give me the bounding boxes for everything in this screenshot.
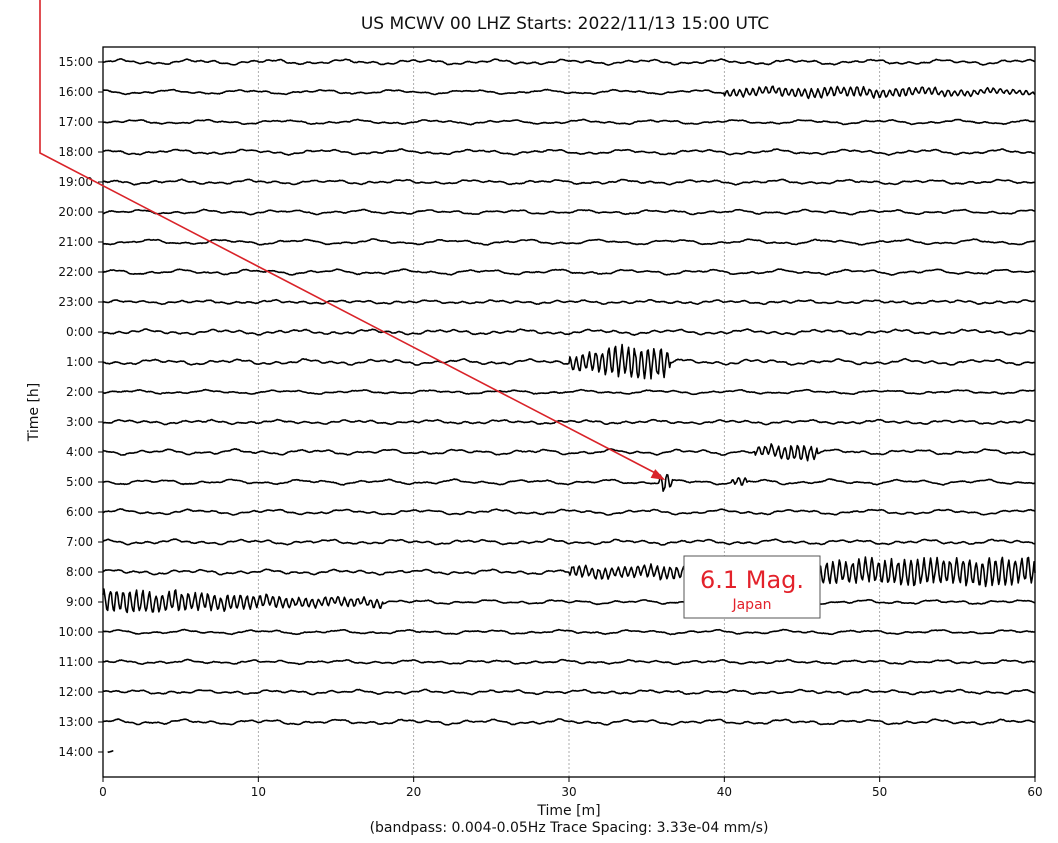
seismic-trace (103, 718, 1035, 726)
seismic-trace (103, 418, 1036, 426)
x-tick-label: 0 (99, 785, 107, 799)
hour-label: 4:00 (66, 445, 93, 459)
seismic-trace (102, 473, 1036, 493)
magnitude-label: 6.1 Mag. (700, 566, 804, 594)
seismic-trace (102, 658, 1036, 666)
seismic-trace (102, 588, 1036, 614)
hour-label: 10:00 (58, 625, 93, 639)
seismic-trace (102, 208, 1035, 216)
x-tick-label: 30 (561, 785, 576, 799)
hour-label: 5:00 (66, 475, 93, 489)
seismic-trace (102, 85, 1036, 100)
seismic-trace (102, 538, 1036, 546)
hour-label: 2:00 (66, 385, 93, 399)
hour-label: 0:00 (66, 325, 93, 339)
hour-label: 21:00 (58, 235, 93, 249)
hour-label: 12:00 (58, 685, 93, 699)
seismic-trace (102, 443, 1036, 462)
hour-label: 6:00 (66, 505, 93, 519)
seismic-trace (102, 238, 1036, 246)
seismic-trace (102, 178, 1036, 186)
x-tick-label: 20 (406, 785, 421, 799)
seismic-trace (102, 298, 1036, 306)
hour-label: 8:00 (66, 565, 93, 579)
seismic-trace (102, 556, 1036, 588)
hour-label: 7:00 (66, 535, 93, 549)
seismic-trace (102, 343, 1036, 380)
seismic-trace (102, 268, 1036, 276)
hour-label: 20:00 (58, 205, 93, 219)
chart-title: US MCWV 00 LHZ Starts: 2022/11/13 15:00 … (361, 14, 769, 34)
hour-label: 3:00 (66, 415, 93, 429)
hour-label: 11:00 (58, 655, 93, 669)
seismic-trace (102, 688, 1035, 696)
trace-group (102, 58, 1036, 754)
location-label: Japan (731, 597, 771, 613)
event-arrow-line (39, 0, 656, 474)
hour-label: 9:00 (66, 595, 93, 609)
hour-tick-labels: 15:00 16:00 17:00 18:00 19:00 20:00 21:00 22:00… (58, 55, 103, 759)
x-axis-note: (bandpass: 0.004-0.05Hz Trace Spacing: 3… (370, 820, 769, 836)
magnitude-callout: 6.1 Mag. Japan (683, 555, 821, 619)
hour-label: 16:00 (58, 85, 93, 99)
seismic-trace (102, 118, 1035, 126)
minute-tick-labels: 0 10 20 30 40 50 60 (99, 777, 1043, 799)
seismic-trace (102, 388, 1036, 396)
hour-label: 1:00 (66, 355, 93, 369)
hour-label: 19:00 (58, 175, 93, 189)
seismic-trace (107, 750, 114, 754)
seismic-trace (102, 148, 1036, 156)
hour-label: 13:00 (58, 715, 93, 729)
seismic-trace (102, 328, 1036, 337)
hour-label: 14:00 (58, 745, 93, 759)
seismic-trace (103, 628, 1036, 636)
hour-label: 17:00 (58, 115, 93, 129)
seismic-trace (102, 58, 1036, 66)
x-tick-label: 40 (717, 785, 732, 799)
event-arrow-head (650, 469, 666, 480)
x-tick-label: 50 (872, 785, 887, 799)
hour-label: 15:00 (58, 55, 93, 69)
x-axis-label: Time [m] (536, 803, 600, 819)
hour-label: 23:00 (58, 295, 93, 309)
seismic-trace (102, 508, 1036, 516)
hour-label: 18:00 (58, 145, 93, 159)
vertical-grid (257, 47, 881, 777)
hour-label: 22:00 (58, 265, 93, 279)
y-axis-label: Time [h] (26, 383, 42, 443)
callout-box (683, 555, 821, 619)
x-tick-label: 10 (251, 785, 266, 799)
x-tick-label: 60 (1027, 785, 1042, 799)
